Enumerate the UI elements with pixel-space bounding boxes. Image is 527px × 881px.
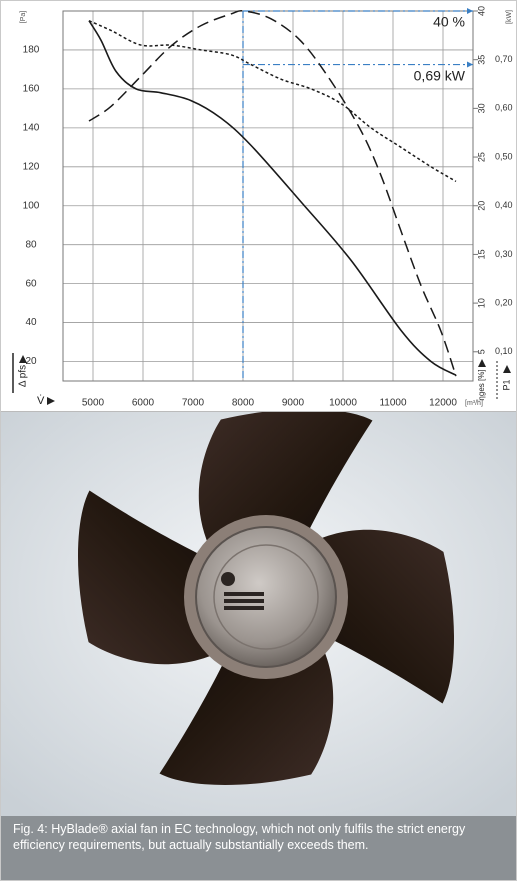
axis-arrow [478,359,486,367]
y3-tick-label: 0,40 [495,200,513,210]
series-line [88,10,457,377]
fan-hub-detail [224,592,264,596]
fan-hub-detail [224,606,264,610]
y-axis-unit: [Pa] [20,11,27,24]
fan-hub [195,526,337,668]
series-line [88,20,457,376]
y2-axis-label: ηges [%] [477,369,486,400]
fan-hub-detail [213,544,319,650]
y-axis-label: Δ pfs [18,365,29,387]
y3-tick-label: 0,20 [495,297,513,307]
fan-hub-detail [221,572,235,586]
x-axis-label: V̇ [37,394,45,407]
annotation-label: 0,69 kW [414,67,466,83]
x-tick-label: 11000 [379,398,407,409]
x-tick-label: 12000 [429,398,457,409]
y3-axis-label: P1 [501,379,511,390]
y3-tick-label: 0,50 [495,151,513,161]
axis-arrow [503,365,511,373]
chart-background [1,1,516,412]
y3-tick-label: 0,70 [495,54,513,64]
y-tick-label: 120 [23,161,40,172]
x-axis-unit: [m³/h] [465,400,483,407]
y2-tick-label: 15 [476,249,486,259]
y2-tick-label: 35 [476,55,486,65]
y2-tick-label: 5 [476,349,486,354]
y2-tick-label: 10 [476,298,486,308]
y-tick-label: 80 [25,239,37,250]
x-tick-label: 5000 [82,398,105,409]
y2-tick-label: 25 [476,152,486,162]
y-tick-label: 20 [25,356,37,367]
fan [78,412,454,785]
y3-tick-label: 0,10 [495,346,513,356]
y-tick-label: 40 [25,317,37,328]
y3-tick-label: 0,30 [495,249,513,259]
x-tick-label: 9000 [282,398,305,409]
annotation-label: 40 % [433,14,465,30]
chart: 5000 6000 7000 8000 9000 10000 11000 12000 [m³/h… [1,1,516,412]
x-tick-label: 8000 [232,398,255,409]
y-tick-label: 160 [23,84,40,95]
y-tick-label: 180 [23,45,40,56]
annotation-arrow [467,61,473,68]
caption: Fig. 4: HyBlade® axial fan in EC technol… [1,816,516,880]
x-tick-label: 10000 [329,398,357,409]
fan-hub-detail [224,599,264,603]
fan-illustration [1,412,516,816]
y2-tick-label: 40 [476,6,486,16]
y2-tick-label: 20 [476,201,486,211]
y3-axis-unit: [kW] [506,10,513,24]
y-tick-label: 140 [23,122,40,133]
y2-tick-label: 30 [476,103,486,113]
axis-arrow [47,397,55,405]
y3-tick-label: 0,60 [495,103,513,113]
axis-arrow [19,355,27,363]
x-tick-label: 7000 [182,398,205,409]
annotation-arrow [467,8,473,14]
y-tick-label: 100 [23,200,40,211]
x-tick-label: 6000 [132,398,155,409]
y-tick-label: 60 [25,278,37,289]
